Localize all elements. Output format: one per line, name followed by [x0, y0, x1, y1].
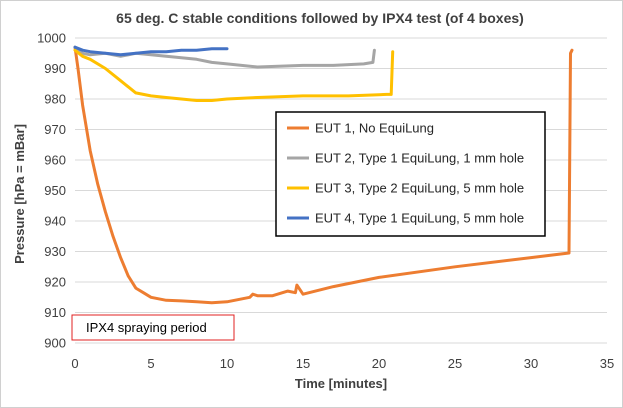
x-tick-label: 20 — [372, 356, 386, 371]
x-tick-label: 10 — [220, 356, 234, 371]
y-tick-label: 990 — [44, 61, 66, 76]
y-axis-ticks: 900 910 920 930 940 950 960 970 980 990 1000 — [37, 31, 66, 351]
y-tick-label: 940 — [44, 214, 66, 229]
y-tick-label: 1000 — [37, 31, 66, 46]
legend: EUT 1, No EquiLung EUT 2, Type 1 EquiLung… — [275, 111, 546, 237]
y-tick-label: 900 — [44, 336, 66, 351]
chart-title: 65 deg. C stable conditions followed by … — [116, 10, 524, 26]
y-tick-label: 930 — [44, 244, 66, 259]
y-tick-label: 910 — [44, 305, 66, 320]
x-tick-label: 15 — [296, 356, 310, 371]
legend-label-eut-3: EUT 3, Type 2 EquiLung, 5 mm hole — [315, 181, 524, 196]
x-tick-label: 25 — [448, 356, 462, 371]
legend-box — [275, 111, 546, 237]
legend-label-eut-1: EUT 1, No EquiLung — [315, 121, 434, 136]
series-line-eut-3 — [73, 48, 395, 102]
x-tick-label: 5 — [147, 356, 154, 371]
y-tick-label: 970 — [44, 122, 66, 137]
y-tick-label: 960 — [44, 153, 66, 168]
annotation-label: IPX4 spraying period — [86, 320, 207, 335]
x-axis-ticks: 0 5 10 15 20 25 30 35 — [71, 356, 614, 371]
y-axis-title: Pressure [hPa = mBar] — [12, 124, 27, 264]
annotation-box: IPX4 spraying period — [71, 314, 235, 341]
x-axis-title: Time [minutes] — [295, 376, 387, 391]
series-lines — [73, 45, 574, 305]
legend-label-eut-4: EUT 4, Type 1 EquiLung, 5 mm hole — [315, 211, 524, 226]
x-tick-label: 30 — [524, 356, 538, 371]
y-tick-label: 920 — [44, 275, 66, 290]
x-tick-label: 0 — [71, 356, 78, 371]
x-tick-label: 35 — [600, 356, 614, 371]
series-line-eut-1 — [73, 45, 574, 305]
series-line-eut-4 — [73, 45, 229, 57]
y-tick-label: 950 — [44, 183, 66, 198]
annotation-border — [71, 314, 235, 341]
legend-label-eut-2: EUT 2, Type 1 EquiLung, 1 mm hole — [315, 151, 524, 166]
y-tick-label: 980 — [44, 92, 66, 107]
